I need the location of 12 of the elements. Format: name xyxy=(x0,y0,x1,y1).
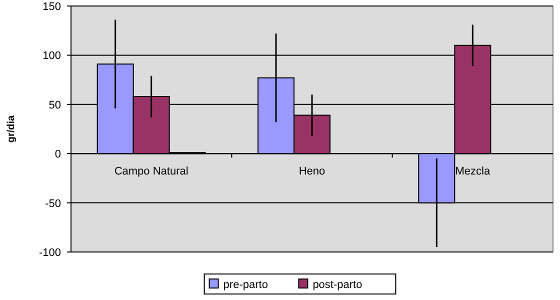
x-tick-label: Campo Natural xyxy=(114,166,188,178)
y-tick-label: -100 xyxy=(38,247,61,259)
y-tick-label: -50 xyxy=(45,198,61,210)
x-tick-label: Mezcla xyxy=(455,166,491,178)
legend-label: pre-parto xyxy=(223,279,268,291)
legend-label: post-parto xyxy=(312,279,362,291)
y-tick-label: 50 xyxy=(48,99,61,112)
y-axis-title: gr/dia xyxy=(6,114,17,143)
y-tick-label: 0 xyxy=(54,148,61,161)
y-tick-label: 150 xyxy=(42,1,61,13)
y-tick-label: 100 xyxy=(42,50,61,62)
x-tick-label: Heno xyxy=(298,166,326,178)
